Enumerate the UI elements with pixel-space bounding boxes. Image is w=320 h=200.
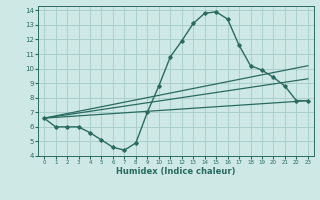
X-axis label: Humidex (Indice chaleur): Humidex (Indice chaleur) — [116, 167, 236, 176]
